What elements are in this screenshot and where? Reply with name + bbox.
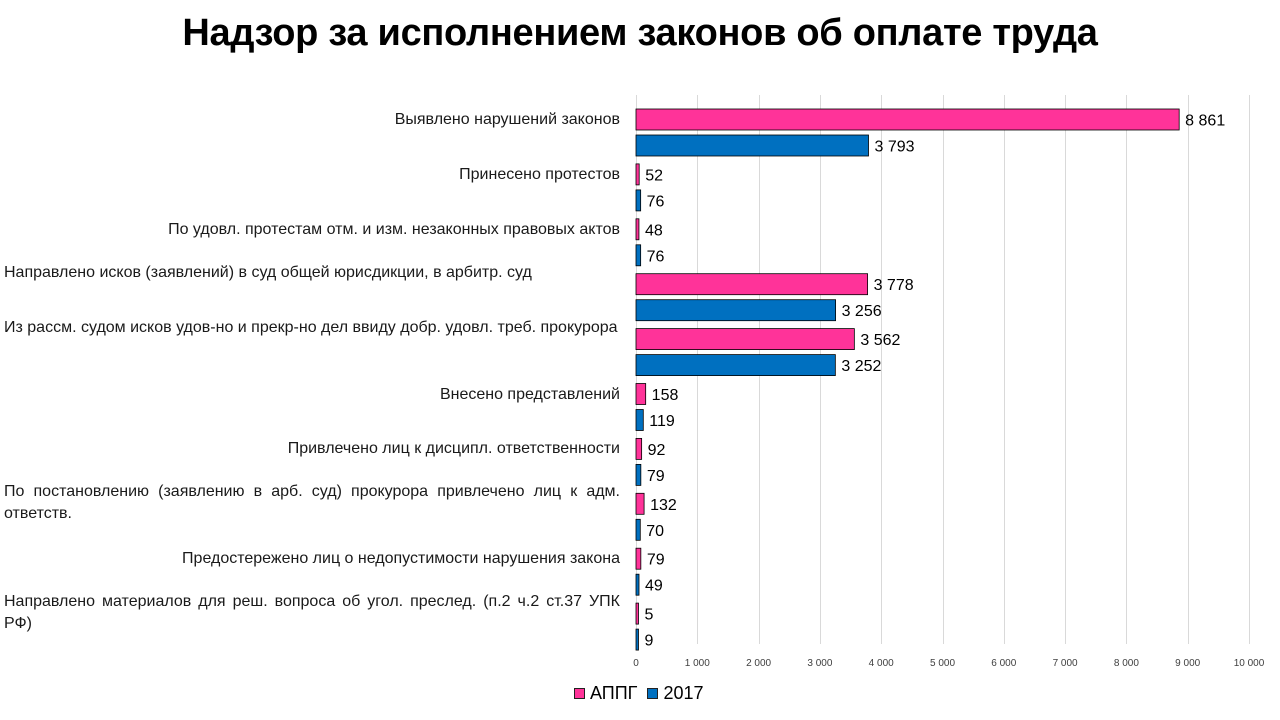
bar-2017-8 [635, 189, 642, 212]
category-label-9: Выявлено нарушений законов [394, 111, 620, 128]
bar-appg-7 [635, 218, 640, 241]
data-label-2017-9: 3 793 [875, 139, 915, 156]
bar-appg-4 [635, 383, 647, 405]
data-label-appg-2: 132 [650, 497, 677, 514]
x-tick-label-8: 8 000 [1114, 658, 1139, 669]
category-label-3: Привлечено лиц к дисципл. ответственност… [287, 440, 620, 458]
bar-2017-7 [635, 244, 642, 267]
bar-appg-2 [635, 492, 645, 515]
chart-title: Надзор за исполнением законов об оплате … [182, 12, 1098, 54]
data-label-appg-0: 5 [645, 607, 654, 624]
bar-appg-3 [635, 437, 643, 460]
x-tick-label-10: 10 000 [1234, 658, 1265, 669]
data-label-2017-0: 9 [645, 633, 654, 650]
data-label-appg-8: 52 [645, 167, 663, 184]
legend-item-2017: 2017 [647, 683, 703, 704]
bar-appg-9 [635, 108, 1180, 131]
category-label-4: Внесено представлений [439, 385, 620, 403]
x-tick-label-6: 6 000 [991, 658, 1016, 669]
bar-2017-1 [635, 573, 640, 596]
bar-appg-5 [635, 328, 855, 351]
legend-label-2017: 2017 [663, 683, 704, 703]
category-label-8: Принесено протестов [459, 165, 620, 183]
category-label-1: Предостережено лиц о недопустимости нару… [182, 550, 620, 568]
x-tick-label-1: 1 000 [685, 658, 710, 669]
bar-2017-3 [635, 463, 642, 486]
data-label-appg-9: 8 861 [1185, 113, 1225, 130]
bar-2017-6 [635, 299, 836, 322]
x-tick-label-7: 7 000 [1053, 658, 1078, 669]
x-tick-label-3: 3 000 [807, 658, 832, 669]
data-label-appg-6: 3 778 [874, 277, 914, 294]
x-tick-label-5: 5 000 [930, 658, 955, 669]
category-label-7: По удовл. протестам отм. и изм. незаконн… [168, 220, 620, 238]
bar-2017-2 [635, 518, 641, 541]
data-label-appg-5: 3 562 [860, 332, 900, 349]
data-label-2017-6: 3 256 [842, 303, 882, 320]
data-label-2017-3: 79 [647, 468, 665, 485]
x-tick-label-0: 0 [633, 658, 639, 669]
data-label-2017-7: 76 [647, 248, 665, 265]
bar-appg-0 [635, 602, 639, 625]
bar-2017-0 [635, 628, 639, 651]
category-label-2: По постановлению (заявлению в арб. суд) … [4, 483, 620, 523]
bar-appg-1 [635, 547, 642, 570]
data-label-appg-7: 48 [645, 222, 663, 239]
data-label-2017-5: 3 252 [841, 358, 881, 375]
bar-2017-4 [635, 409, 644, 431]
bar-2017-9 [635, 134, 869, 157]
bar-appg-8 [635, 163, 640, 186]
data-label-2017-8: 76 [647, 193, 665, 210]
legend-swatch-appg [574, 688, 585, 699]
legend-label-appg: АППГ [590, 683, 638, 703]
x-tick-label-4: 4 000 [869, 658, 894, 669]
data-label-appg-4: 158 [652, 387, 679, 404]
legend: АППГ 2017 [574, 683, 713, 704]
legend-item-appg: АППГ [574, 683, 637, 704]
data-label-2017-2: 70 [646, 523, 664, 540]
bar-2017-5 [635, 354, 836, 377]
data-label-appg-3: 92 [648, 442, 666, 459]
category-label-6: Направлено исков (заявлений) в суд общей… [4, 263, 532, 281]
data-label-2017-1: 49 [645, 578, 663, 595]
data-label-appg-1: 79 [647, 552, 665, 569]
category-label-5: Из рассм. судом исков удов-но и прекр-но… [4, 318, 618, 336]
data-label-2017-4: 119 [649, 413, 675, 430]
bar-appg-6 [635, 273, 868, 296]
x-tick-label-9: 9 000 [1175, 658, 1200, 669]
legend-swatch-2017 [647, 688, 659, 699]
category-label-0: Направлено материалов для реш. вопроса о… [4, 593, 620, 633]
x-tick-label-2: 2 000 [746, 658, 771, 669]
